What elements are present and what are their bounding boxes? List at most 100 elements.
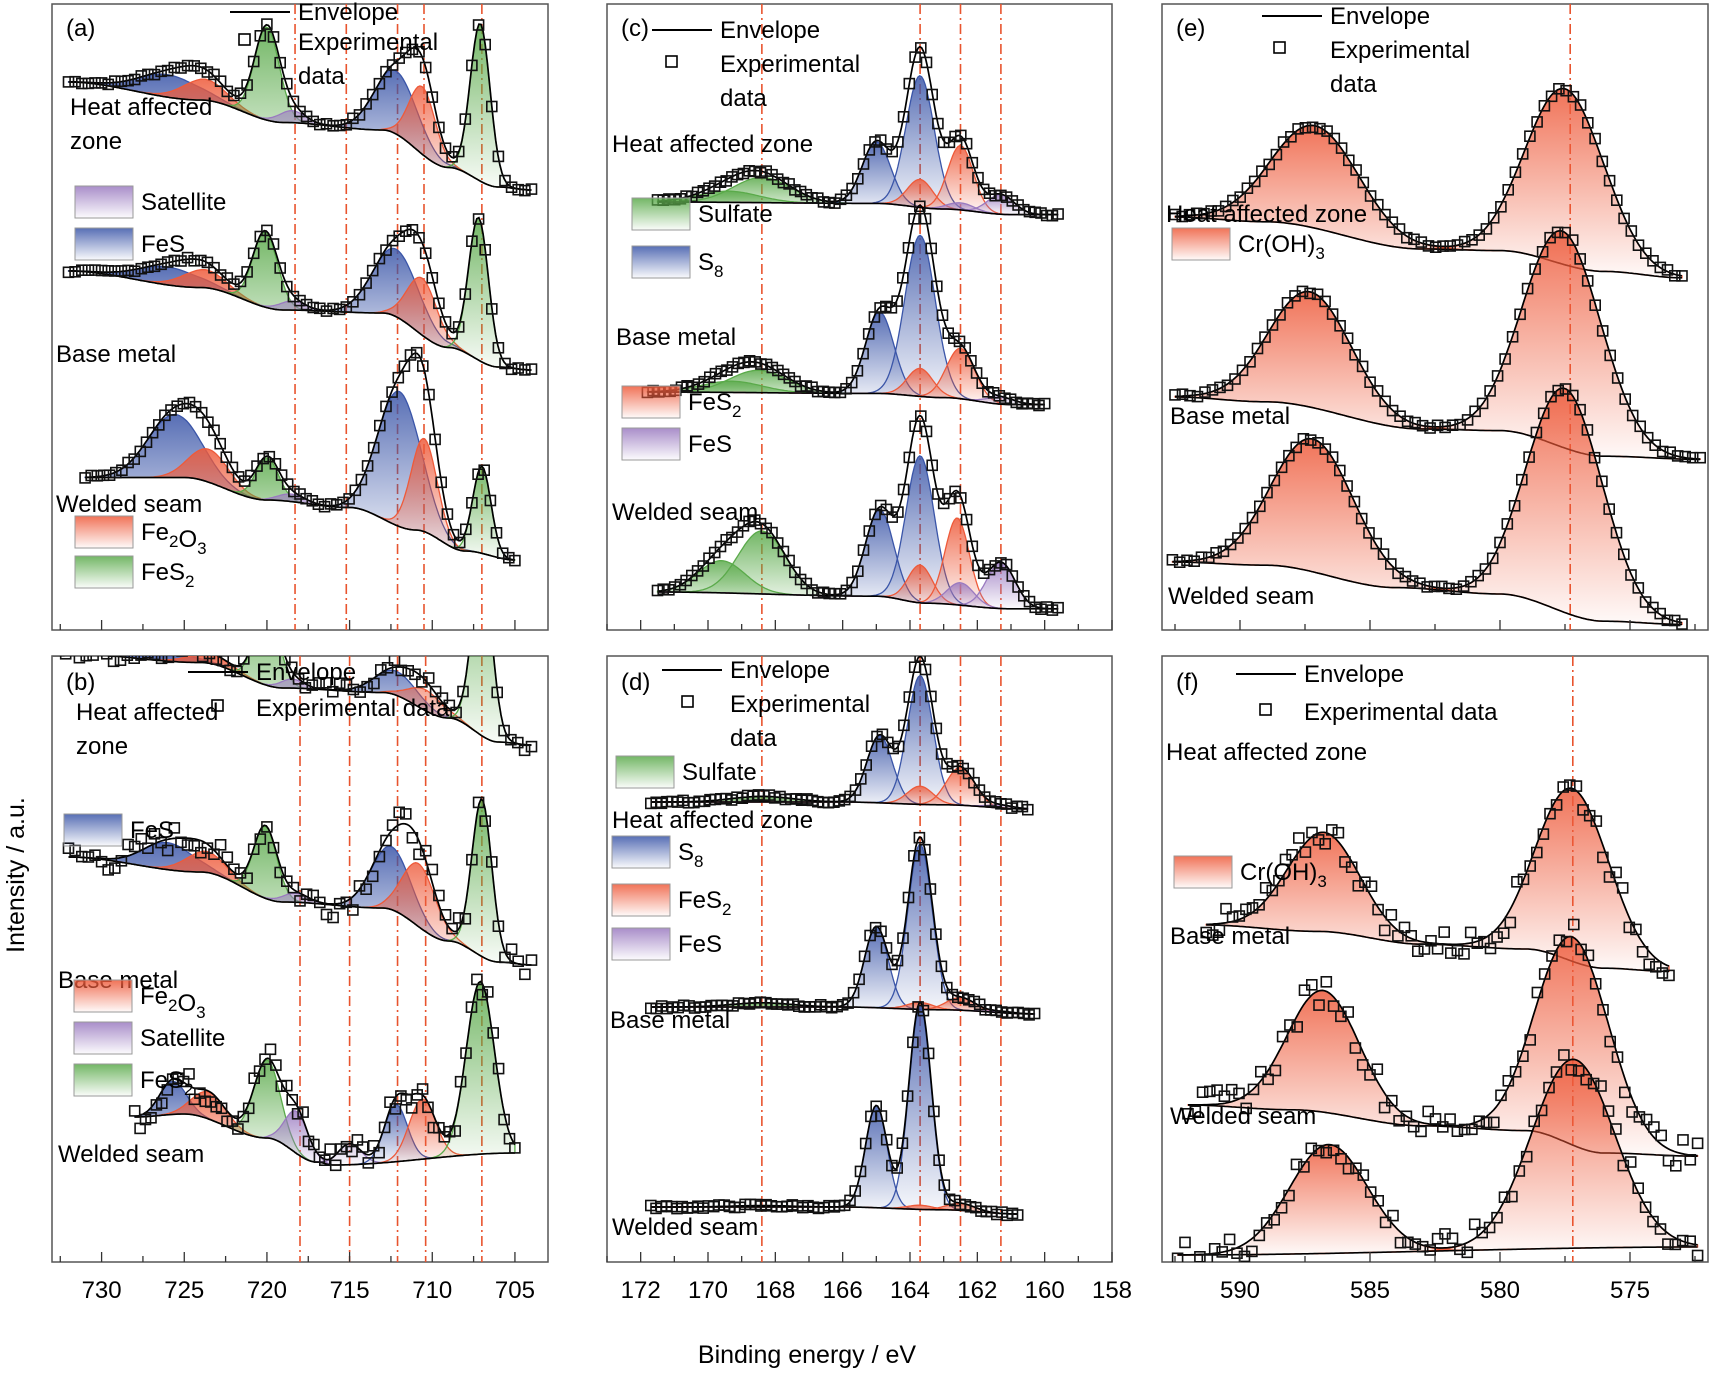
data-point [1537,828,1550,840]
series-welded-seam [128,973,521,1172]
data-point [1446,1232,1459,1245]
data-point [261,18,273,30]
data-point [228,89,240,102]
data-point [857,347,869,360]
data-point [1320,1146,1332,1159]
data-point [373,850,386,863]
data-point [1511,875,1523,888]
data-point [1439,421,1451,434]
data-point [1424,422,1436,434]
data-point [1656,445,1669,458]
data-point [329,1159,342,1172]
data-point [142,261,154,274]
data-point [1604,349,1616,362]
data-point [908,213,920,225]
data-point [313,118,326,131]
data-point [1275,1202,1288,1214]
data-point [1198,207,1210,220]
x-tick-label: 730 [82,1277,122,1304]
experimental-legend-label: Experimental data [256,695,450,722]
data-point [933,1154,945,1166]
data-point [347,904,359,916]
data-point [393,806,406,819]
data-point [491,686,504,699]
data-point [499,951,511,964]
data-point [1495,1089,1507,1102]
data-point [1480,1116,1493,1129]
data-point [512,362,525,374]
legend-swatch-fes [621,427,681,461]
data-point [1517,1050,1529,1062]
data-point [525,363,538,375]
legend-swatch-fe2o3 [73,979,133,1013]
data-point [492,341,505,354]
data-point [1654,1223,1667,1235]
data-point [1597,1003,1609,1016]
data-point [1553,83,1565,95]
data-point [505,363,518,376]
data-point [1508,499,1521,512]
data-point [1625,225,1638,237]
data-point [1253,898,1265,911]
data-point [1364,1186,1377,1198]
data-point [834,587,847,600]
data-point [1429,241,1442,253]
experimental-legend-label: Experimental data [730,691,870,752]
data-point [1694,451,1706,464]
data-point [902,242,915,254]
data-point [1669,269,1681,282]
data-point [465,1001,478,1013]
legend-label: Fe2O3 [141,519,207,558]
data-point [253,1065,266,1077]
data-point [919,212,932,225]
data-point [1676,618,1688,630]
data-point [1266,319,1279,331]
data-point [399,46,412,59]
data-point [1458,235,1471,248]
data-point [449,1125,462,1137]
data-point [404,349,417,361]
data-point [509,554,521,567]
data-point [386,819,399,831]
data-point [1290,441,1302,454]
legend-swatch-sulfate [615,755,675,789]
data-point [851,173,864,185]
data-point [1006,570,1019,582]
panel-label: (b) [66,669,95,696]
data-point [203,656,216,660]
data-point [406,831,419,844]
data-point [380,65,392,78]
panel-label: (a) [66,15,95,42]
data-point [465,645,475,655]
data-point [1166,553,1179,566]
data-point [388,656,401,667]
data-point [1240,1102,1252,1115]
data-point [891,295,903,307]
data-point [1343,154,1355,167]
legend-swatch-sulfate [631,197,691,231]
data-point [1491,931,1503,943]
data-point [101,656,113,660]
data-point [1425,934,1437,947]
data-point [343,493,355,505]
data-point [238,656,250,665]
data-point [214,269,227,281]
data-point [1437,240,1449,252]
data-point [1564,779,1576,791]
data-point [386,59,399,71]
data-point [1610,526,1623,539]
data-point [1304,287,1316,300]
data-point [1428,580,1441,593]
x-tick-label: 164 [890,1277,930,1304]
data-point [155,836,167,849]
envelope-line [647,204,1045,406]
data-point [925,690,937,703]
data-point [1247,1083,1260,1096]
data-point [135,70,148,82]
data-point [259,598,269,608]
x-tick-label: 166 [823,1277,863,1304]
data-point [208,848,220,861]
data-point [148,827,161,840]
data-point [1517,873,1530,886]
data-point [433,121,445,134]
